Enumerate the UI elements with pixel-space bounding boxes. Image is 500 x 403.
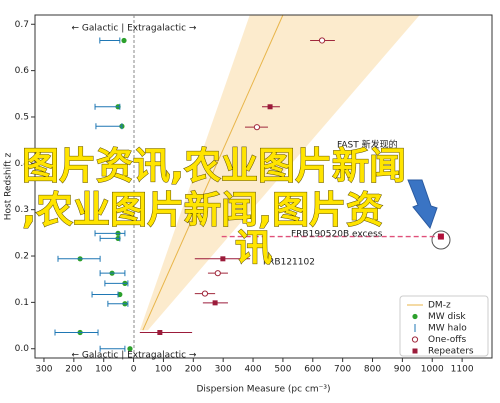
halo-errorbar (104, 280, 129, 287)
legend-label: DM-z (428, 301, 451, 311)
plot-frame (34, 14, 493, 359)
annotation: FRB121102 (263, 258, 315, 268)
legend-label: Repeaters (428, 347, 474, 357)
y-tick-label: 0.2 (15, 252, 29, 262)
y-tick-label: 0.1 (15, 298, 29, 308)
dmz-line (142, 14, 284, 331)
legend-label: MW halo (428, 324, 467, 334)
x-tick-label: 600 (304, 365, 321, 375)
halo-errorbar (57, 255, 101, 262)
legend-label: One-offs (428, 335, 466, 345)
x-tick-label: 0 (131, 365, 137, 375)
y-tick-label: 0.4 (15, 159, 30, 169)
halo-errorbar (94, 103, 121, 110)
x-axis-label: Dispersion Measure (pc cm⁻³) (196, 385, 330, 395)
repeater-point (267, 104, 273, 110)
x-tick-label: 400 (244, 365, 261, 375)
x-tick-label: 1000 (421, 365, 444, 375)
halo-errorbar (95, 123, 123, 130)
annotation: FRB190520B excess (291, 230, 383, 240)
highlight-circle (431, 230, 451, 250)
x-tick-label: 700 (334, 365, 351, 375)
annotation: ← Galactic | Extragalactic → (72, 351, 197, 361)
y-tick-label: 0.0 (15, 344, 30, 354)
x-tick-label: 100 (155, 365, 172, 375)
legend-swatch (411, 336, 419, 343)
excess-point (437, 233, 444, 240)
x-tick-label: 1100 (451, 365, 474, 375)
halo-errorbar (94, 230, 126, 237)
disk-point (121, 37, 127, 44)
halo-errorbar (91, 291, 119, 298)
halo-errorbar (99, 235, 121, 242)
annotation: FAST 新发现的 (337, 139, 398, 151)
y-tick-label: 0.5 (15, 112, 29, 122)
halo-errorbar (99, 345, 126, 352)
disk-point (127, 346, 133, 352)
repeater-point (220, 256, 226, 262)
one-off-point (253, 124, 261, 131)
one-off-point (214, 270, 221, 277)
x-tick-label: 300 (215, 365, 232, 375)
x-tick-label: 200 (65, 365, 82, 375)
x-tick-label: 500 (274, 365, 291, 375)
annotation: ← Galactic | Extragalactic → (72, 24, 197, 34)
repeater-point (212, 300, 218, 306)
legend-label: MW disk (428, 312, 466, 322)
legend (399, 295, 489, 357)
arrow (407, 179, 438, 230)
one-off-point (201, 290, 209, 297)
y-tick-label: 0.6 (15, 66, 30, 76)
legend-swatch (412, 348, 418, 354)
watermark: 图片资讯,农业图片新闻 (22, 145, 406, 188)
y-axis-label: Host Redshift z (4, 152, 14, 220)
halo-errorbar (54, 329, 99, 336)
repeater-point (157, 330, 163, 336)
halo-errorbar (99, 270, 126, 277)
y-tick-label: 0.7 (15, 20, 29, 30)
dmz-band (139, 15, 420, 331)
x-tick-label: 200 (185, 365, 202, 375)
x-tick-label: 300 (35, 365, 52, 375)
x-tick-label: 800 (364, 365, 381, 375)
y-tick-label: 0.3 (15, 205, 29, 215)
watermark: ,农业图片新闻,图片资 (22, 189, 383, 232)
x-tick-label: 100 (95, 365, 112, 375)
watermark: 讯 (235, 227, 272, 270)
halo-errorbar (99, 37, 121, 44)
halo-errorbar (107, 300, 129, 307)
one-off-point (318, 37, 326, 44)
legend-swatch (412, 313, 418, 320)
x-tick-label: 900 (394, 365, 411, 375)
